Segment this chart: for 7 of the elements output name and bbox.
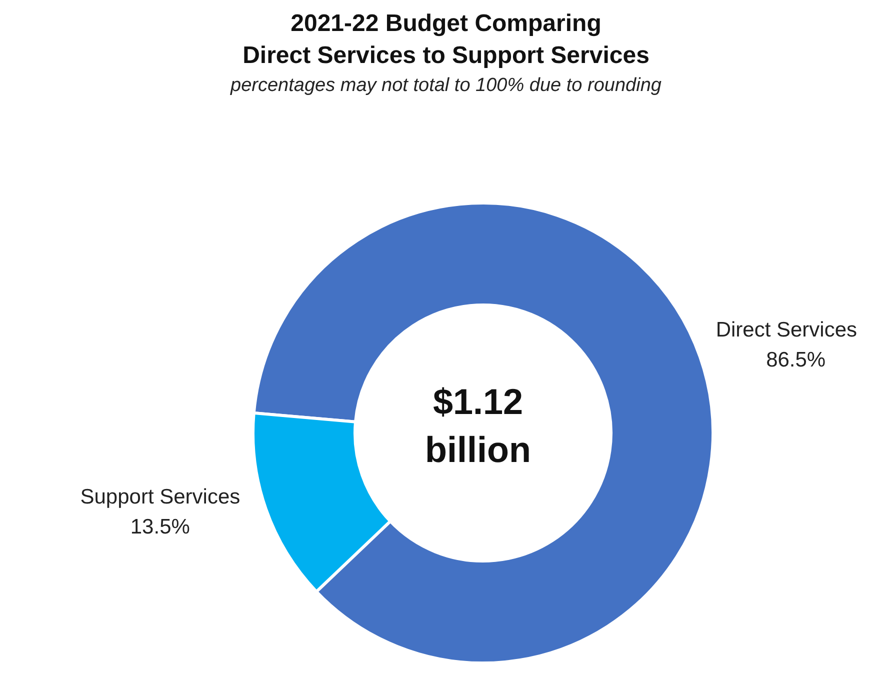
- text: $1.12 billion: [424, 380, 532, 472]
- slice-label: Support Services: [80, 485, 240, 508]
- data-label: 86.5%: [766, 348, 826, 372]
- data-label: 13.5%: [130, 515, 190, 538]
- chart-subtitle: percentages may not total to 100% due to rounding: [229, 74, 662, 98]
- chart-title: 2021-22 Budget Comparing Direct Services to Support Services: [242, 9, 650, 71]
- slice-label: Direct Services: [716, 318, 858, 342]
